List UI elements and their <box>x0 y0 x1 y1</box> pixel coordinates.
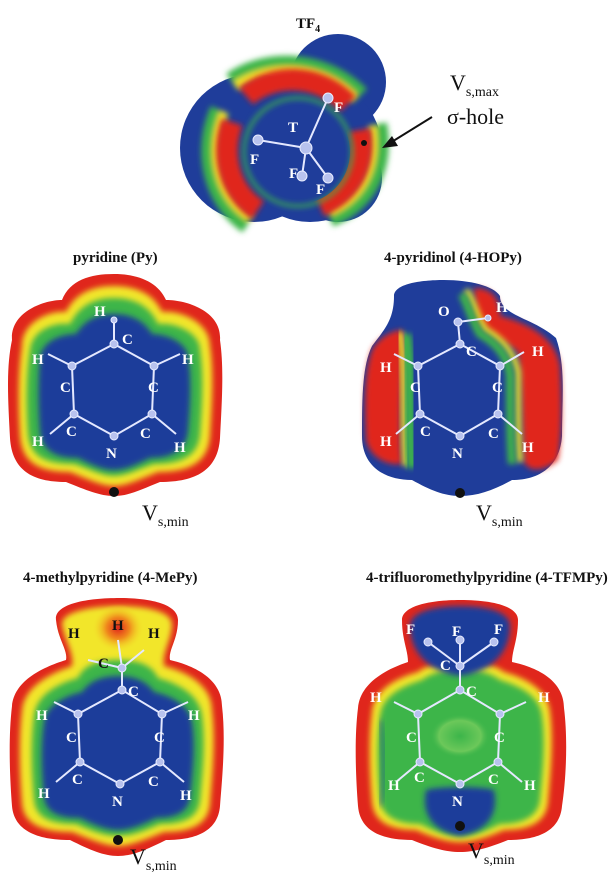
hopy-atom-6: C <box>492 380 503 396</box>
sigma-hole-label: σ-hole <box>447 104 504 129</box>
hopy-atom-11: N <box>452 446 463 462</box>
mepy-atom-3: C <box>98 656 109 672</box>
tfmpy-title: 4-trifluoromethylpyridine (4-TFMPy) <box>366 570 608 586</box>
mepy-atom-9: H <box>38 786 50 802</box>
mepy-atom-1: H <box>112 618 124 634</box>
mepy-atom-5: H <box>36 708 48 724</box>
panel-pyridine: pyridine (Py) H C H C C H H <box>8 250 223 530</box>
mepy-atom-12: H <box>180 788 192 804</box>
hopy-atom-0: O <box>438 304 450 320</box>
hopy-atom-3: H <box>532 344 544 360</box>
tfmpy-vsmin-label: Vs,min <box>468 838 515 868</box>
vsmax-label: Vs,max <box>450 70 499 100</box>
hopy-atom-2: C <box>466 344 477 360</box>
tfmpy-vsmin-point <box>455 821 465 831</box>
tf4-atom-f2: F <box>250 152 259 168</box>
mepy-atom-2: H <box>148 626 160 642</box>
py-atom-3: C <box>60 380 71 396</box>
hopy-atom-10: H <box>522 440 534 456</box>
tf4-atom-t: T <box>288 120 298 136</box>
tfmpy-atom-11: C <box>414 770 425 786</box>
tfmpy-atom-1: F <box>452 624 461 640</box>
tfmpy-atom-2: F <box>494 622 503 638</box>
py-atom-2: H <box>32 352 44 368</box>
mepy-atom-8: H <box>188 708 200 724</box>
py-atom-10: N <box>106 446 117 462</box>
hopy-vsmin-label: Vs,min <box>476 500 523 530</box>
py-title: pyridine (Py) <box>73 250 158 266</box>
py-atom-5: H <box>182 352 194 368</box>
hopy-title: 4-pyridinol (4-HOPy) <box>384 250 522 266</box>
py-vsmin-label: Vs,min <box>142 500 189 530</box>
mepy-atom-7: C <box>154 730 165 746</box>
tfmpy-atom-5: H <box>370 690 382 706</box>
panel-4-tfmpy: 4-trifluoromethylpyridine (4-TFMPy) <box>355 570 608 868</box>
py-atom-4: C <box>148 380 159 396</box>
hopy-atom-8: C <box>420 424 431 440</box>
tf4-molecule: T F F F F <box>250 92 367 198</box>
mepy-vsmin-label: Vs,min <box>130 844 177 872</box>
tf4-atom-f3: F <box>289 166 298 182</box>
mepy-atom-11: C <box>148 774 159 790</box>
mepy-title: 4-methylpyridine (4-MePy) <box>23 570 198 586</box>
tfmpy-atom-9: H <box>388 778 400 794</box>
sigma-hole-point <box>361 140 367 146</box>
py-vsmin-point <box>109 487 119 497</box>
tfmpy-atom-6: H <box>538 690 550 706</box>
hopy-atom-9: C <box>488 426 499 442</box>
mepy-molecule: H H H C C H C C H H C C H N <box>36 618 200 845</box>
mepy-vsmin-point <box>113 835 123 845</box>
hopy-molecule: O H C H H C C H C C H N <box>380 300 544 498</box>
tfmpy-molecule: F F F C C H H C C H H C C N <box>370 622 550 831</box>
py-atom-9: H <box>174 440 186 456</box>
tf4-title: TF4 <box>296 16 320 35</box>
hopy-atom-5: C <box>410 380 421 396</box>
panel-4-hopy: 4-pyridinol (4-HOPy) O H <box>362 250 563 530</box>
tfmpy-atom-12: C <box>488 772 499 788</box>
hopy-surface <box>362 280 563 496</box>
mepy-surface <box>9 598 224 856</box>
mepy-atom-13: N <box>112 794 123 810</box>
py-atom-8: C <box>140 426 151 442</box>
tf4-atom-f1: F <box>334 100 343 116</box>
py-atom-6: H <box>32 434 44 450</box>
mepy-atom-10: C <box>72 772 83 788</box>
mepy-atom-4: C <box>128 684 139 700</box>
tfmpy-atom-4: C <box>466 684 477 700</box>
py-surface <box>8 274 223 496</box>
py-atom-7: C <box>66 424 77 440</box>
panel-tf4: TF4 <box>180 16 504 233</box>
hopy-vsmin-point <box>455 488 465 498</box>
py-atom-1: C <box>122 332 133 348</box>
py-molecule: H C H C C H H C C H N <box>32 304 194 497</box>
tfmpy-atom-10: H <box>524 778 536 794</box>
hopy-atom-7: H <box>380 434 392 450</box>
tf4-surface <box>180 34 389 233</box>
hopy-atom-4: H <box>380 360 392 376</box>
tfmpy-atom-3: C <box>440 658 451 674</box>
tfmpy-atom-7: C <box>406 730 417 746</box>
mepy-atom-6: C <box>66 730 77 746</box>
tfmpy-atom-0: F <box>406 622 415 638</box>
panel-4-mepy: 4-methylpyridine (4-MePy) H <box>9 570 224 872</box>
py-atom-0: H <box>94 304 106 320</box>
tfmpy-atom-13: N <box>452 794 463 810</box>
hopy-atom-1: H <box>496 300 508 316</box>
sigma-hole-callout: Vs,max σ-hole <box>382 70 504 148</box>
tf4-atom-f4: F <box>316 182 325 198</box>
tfmpy-atom-8: C <box>494 730 505 746</box>
mepy-atom-0: H <box>68 626 80 642</box>
